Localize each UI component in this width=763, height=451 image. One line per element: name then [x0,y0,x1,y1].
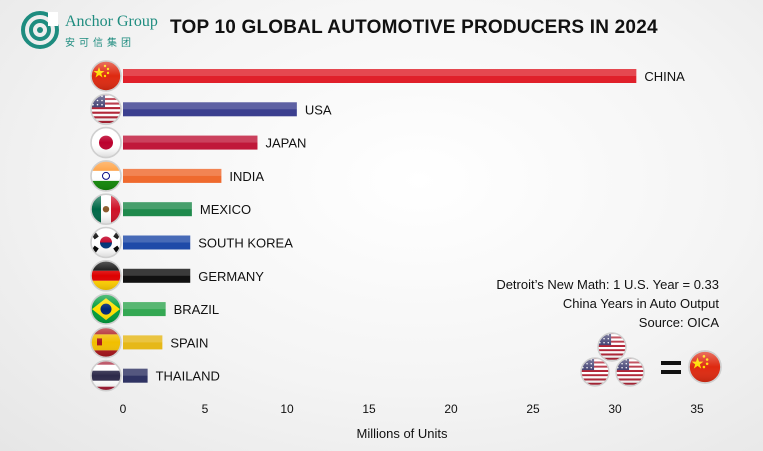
china-flag-icon [90,60,122,92]
x-axis-label: Millions of Units [356,426,448,441]
bar-germany [123,268,191,283]
x-tick-label: 15 [362,402,376,416]
bar-brazil [123,302,166,317]
logo-chinese-name: 安可信集团 [65,38,135,49]
bar-japan [123,135,258,150]
note-detroit-math: Detroit’s New Math: 1 U.S. Year = 0.33 [496,277,719,292]
bar-label-china: CHINA [644,69,685,84]
thailand-flag-icon [90,359,122,392]
x-tick-label: 35 [690,402,704,416]
usa-flag-icon [597,332,627,362]
bar-thailand [123,368,148,383]
bar-usa [123,102,297,117]
japan-flag-icon [90,126,122,159]
equation-graphic [580,332,722,387]
bar-label-mexico: MEXICO [200,202,251,217]
x-tick-label: 20 [444,402,458,416]
x-tick-label: 30 [608,402,622,416]
bar-label-thailand: THAILAND [156,369,220,384]
usa-flag-icon [90,93,122,126]
usa-flag-icon [615,357,645,387]
india-flag-icon [90,160,122,192]
bar-india [123,168,222,183]
bar-spain [123,335,163,350]
bar-label-germany: GERMANY [198,269,264,284]
bar-mexico [123,202,192,217]
bar-label-usa: USA [305,102,332,117]
anchor-logo-icon [21,11,59,49]
x-tick-label: 5 [202,402,209,416]
x-tick-label: 0 [120,402,127,416]
bar-label-south-korea: SOUTH KOREA [198,236,293,251]
x-tick-label: 10 [280,402,294,416]
usa-flag-icon [580,357,610,387]
brazil-flag-icon [90,293,122,325]
bar-label-spain: SPAIN [170,335,208,350]
equals-icon [661,361,681,374]
note-china-years: China Years in Auto Output [562,296,719,311]
anchor-group-logo: Anchor Group 安可信集团 [20,10,160,52]
bar-south-korea [123,235,191,250]
bar-label-japan: JAPAN [265,136,306,151]
logo-name: Anchor Group [65,13,158,30]
bar-label-brazil: BRAZIL [174,302,220,317]
bar-label-india: INDIA [229,169,264,184]
spain-flag-icon [90,326,122,359]
germany-flag-icon [90,259,122,292]
mexico-flag-icon [90,193,122,225]
china-flag-icon [688,350,722,384]
note-source: Source: OICA [638,315,719,330]
chart-title: TOP 10 GLOBAL AUTOMOTIVE PRODUCERS IN 20… [170,17,658,38]
south-korea-flag-icon [90,226,122,259]
bar-china [123,69,637,83]
x-tick-label: 25 [526,402,540,416]
